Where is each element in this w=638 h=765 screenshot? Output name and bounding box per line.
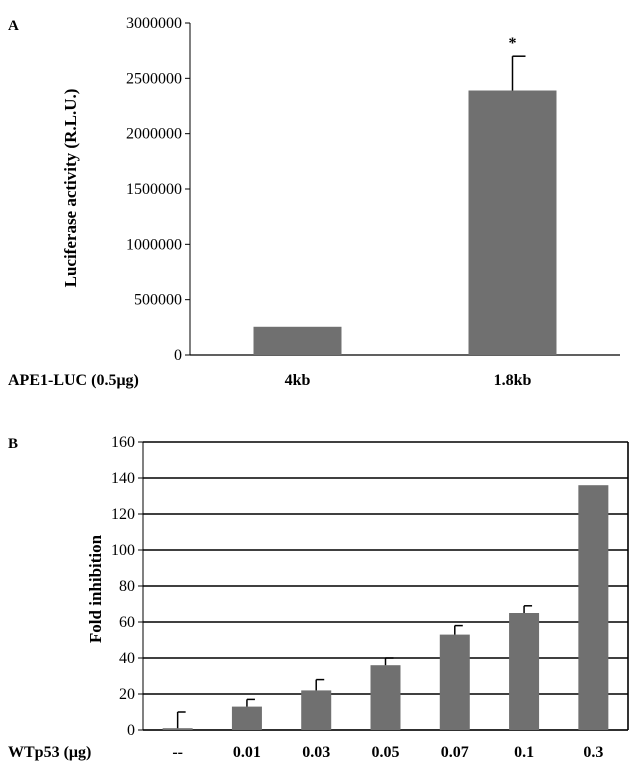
panel-a-y-axis-label: Luciferase activity (R.L.U.)	[61, 89, 80, 288]
panel-b-y-tick-label: 120	[111, 506, 135, 523]
panel-a-y-tick-label: 2500000	[126, 70, 182, 87]
panel-b-category-label: 0.01	[233, 744, 261, 761]
panel-b-bar	[231, 706, 262, 730]
panel-a-letter: A	[8, 18, 19, 34]
panel-b-bar	[370, 665, 401, 730]
panel-b-bar	[301, 690, 332, 730]
panel-b-bar	[509, 613, 540, 730]
panel-a-y-tick-label: 2000000	[126, 126, 182, 143]
panel-b-x-axis-label: WTp53 (μg)	[8, 744, 91, 761]
panel-b-y-tick-label: 80	[119, 578, 135, 595]
panel-a-category-label: 4kb	[285, 372, 311, 389]
panel-b-y-tick-label: 40	[119, 650, 135, 667]
panel-a-y-tick-label: 0	[174, 347, 182, 364]
panel-b-chart: B Fold inhibition WTp53 (μg) 0 20 40 60 80 10…	[8, 434, 629, 761]
panel-b-bar	[439, 634, 470, 730]
panel-b-category-label: 0.07	[441, 744, 469, 761]
panel-b-category-label: 0.05	[372, 744, 400, 761]
panel-b-bar	[578, 485, 609, 730]
panel-a-y-tick-label: 3000000	[126, 15, 182, 32]
panel-a-significance-marker: *	[509, 35, 517, 52]
panel-b-category-label: 0.03	[302, 744, 330, 761]
panel-a-y-tick-label: 1500000	[126, 181, 182, 198]
panel-b-category-label: --	[172, 744, 183, 761]
panel-b-y-tick-label: 20	[119, 686, 135, 703]
panel-b-category-label: 0.3	[583, 744, 603, 761]
panel-b-y-tick-label: 60	[119, 614, 135, 631]
panel-b-letter: B	[8, 436, 18, 452]
panel-b-y-tick-label: 140	[111, 470, 135, 487]
panel-b-y-tick-label: 160	[111, 434, 135, 451]
panel-a-y-tick-label: 500000	[134, 292, 182, 309]
panel-b-y-tick-label: 100	[111, 542, 135, 559]
panel-a-category-label: 1.8kb	[494, 372, 532, 389]
panel-b-category-label: 0.1	[514, 744, 534, 761]
panel-b-y-axis-label: Fold inhibition	[86, 534, 105, 643]
panel-a-y-tick-label: 1000000	[126, 236, 182, 253]
panel-a-bar	[253, 326, 342, 355]
panel-a-chart: A Luciferase activity (R.L.U.) APE1-LUC …	[8, 15, 620, 389]
panel-b-bar	[162, 728, 193, 730]
panel-a-x-axis-label: APE1-LUC (0.5μg)	[8, 372, 139, 389]
panel-a-bar	[468, 90, 557, 356]
panel-b-y-tick-label: 0	[127, 722, 135, 739]
